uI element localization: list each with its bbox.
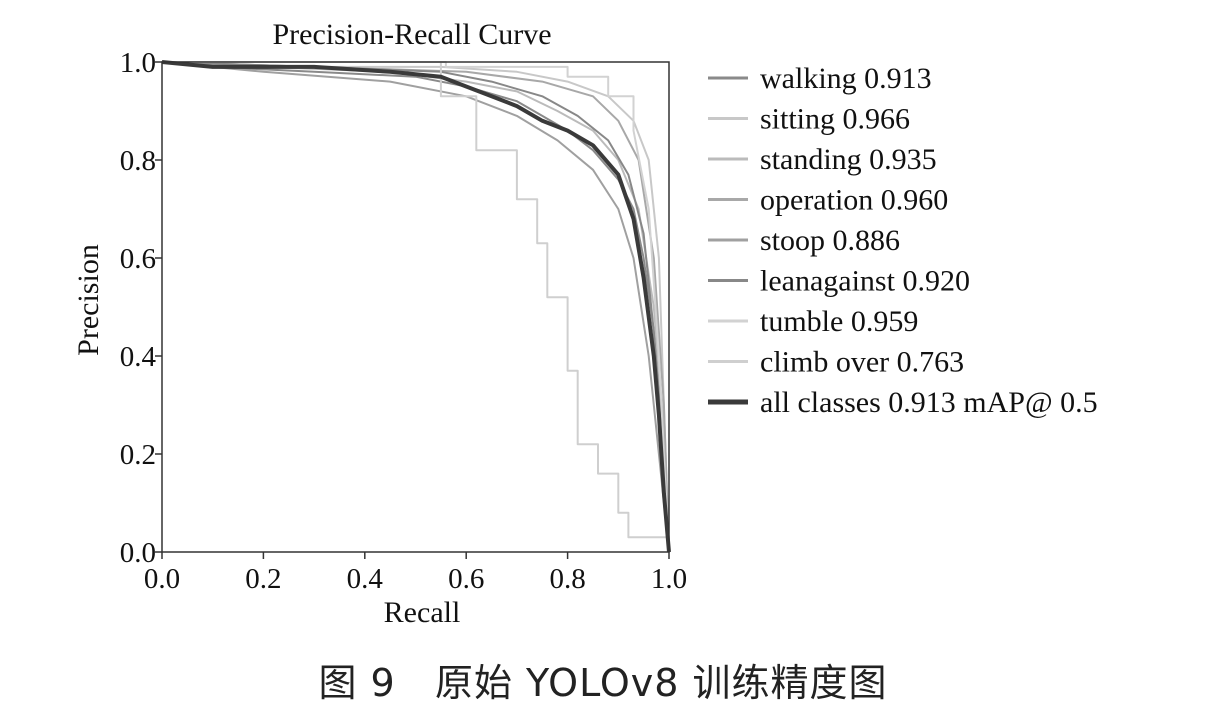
legend-label-8: all classes 0.913 mAP@ 0.5 bbox=[760, 386, 1098, 419]
y-tick-label-3: 0.6 bbox=[120, 243, 156, 275]
legend-label-7: climb over 0.763 bbox=[760, 346, 964, 379]
series-line-2 bbox=[161, 61, 670, 553]
legend-label-4: stoop 0.886 bbox=[760, 224, 900, 257]
legend-label-2: standing 0.935 bbox=[760, 143, 937, 176]
x-tick-label-3: 0.6 bbox=[448, 563, 484, 595]
x-axis-label: Recall bbox=[384, 596, 461, 629]
y-tick-label-4: 0.8 bbox=[120, 145, 156, 177]
x-tick-label-4: 0.8 bbox=[549, 563, 585, 595]
y-tick-label-2: 0.4 bbox=[120, 341, 157, 373]
series-line-3 bbox=[161, 61, 670, 553]
x-axis-ticks: 0.0 0.2 0.4 0.6 0.8 1.0 bbox=[144, 552, 687, 595]
x-tick-label-5: 1.0 bbox=[651, 563, 687, 595]
plot-lines bbox=[161, 60, 671, 553]
y-axis-ticks: 0.0 0.2 0.4 0.6 0.8 1.0 bbox=[120, 47, 162, 569]
legend-label-0: walking 0.913 bbox=[760, 62, 932, 95]
legend-label-3: operation 0.960 bbox=[760, 184, 948, 217]
series-line-6 bbox=[162, 61, 670, 553]
x-tick-label-0: 0.0 bbox=[144, 563, 180, 595]
series-line-8 bbox=[161, 60, 671, 553]
legend-label-1: sitting 0.966 bbox=[760, 103, 910, 136]
pr-curve-chart: Precision-Recall Curve 0.0 0.2 0.4 0.6 0.8 1.… bbox=[72, 18, 1098, 629]
series-line-7 bbox=[162, 61, 669, 539]
y-tick-label-1: 0.2 bbox=[120, 439, 156, 471]
y-tick-label-5: 1.0 bbox=[120, 47, 156, 79]
figure-caption: 图 9 原始 YOLOv8 训练精度图 bbox=[318, 661, 888, 705]
series-line-4 bbox=[161, 61, 670, 553]
y-axis-label: Precision bbox=[72, 244, 105, 356]
legend-label-5: leanagainst 0.920 bbox=[760, 265, 970, 298]
series-line-0 bbox=[161, 61, 670, 553]
chart-title: Precision-Recall Curve bbox=[272, 18, 551, 51]
series-line-5 bbox=[161, 61, 670, 553]
series-line-1 bbox=[161, 61, 670, 553]
legend: walking 0.913 sitting 0.966 standing 0.935… bbox=[708, 62, 1098, 419]
y-tick-label-0: 0.0 bbox=[120, 537, 156, 569]
legend-label-6: tumble 0.959 bbox=[760, 305, 918, 338]
x-tick-label-1: 0.2 bbox=[245, 563, 281, 595]
plot-frame bbox=[161, 61, 670, 553]
x-tick-label-2: 0.4 bbox=[347, 563, 384, 595]
